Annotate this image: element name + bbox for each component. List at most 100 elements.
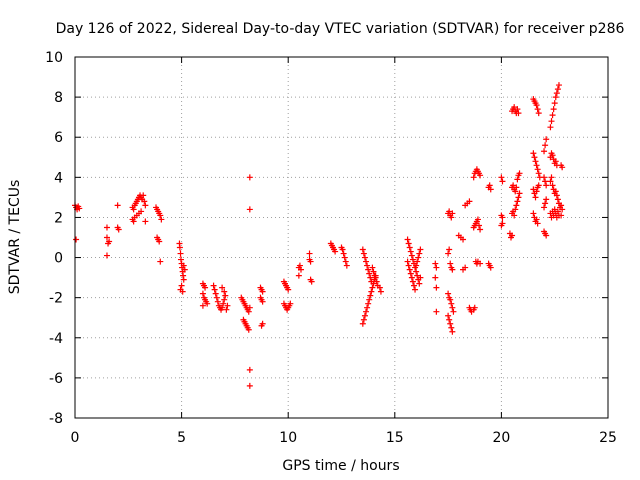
data-point [554, 196, 561, 203]
data-point [103, 234, 110, 241]
data-point [487, 186, 494, 193]
data-point [554, 86, 561, 93]
data-point [432, 274, 439, 281]
data-point [404, 258, 411, 265]
data-point [474, 216, 481, 223]
data-point [432, 260, 439, 267]
data-point [246, 382, 253, 389]
data-point [130, 206, 137, 213]
data-point [408, 252, 415, 259]
data-point [366, 270, 373, 277]
data-point [366, 296, 373, 303]
data-point [178, 282, 185, 289]
data-point [543, 232, 550, 239]
data-point [447, 320, 454, 327]
x-tick-label: 20 [492, 430, 510, 446]
data-point [515, 194, 522, 201]
data-point [368, 278, 375, 285]
data-point [245, 308, 252, 315]
data-point [445, 250, 452, 257]
data-point [212, 290, 219, 297]
data-point [246, 206, 253, 213]
data-point [416, 280, 423, 287]
data-point [142, 202, 149, 209]
data-point [308, 278, 315, 285]
data-point [359, 320, 366, 327]
data-point [259, 298, 266, 305]
data-point [361, 254, 368, 261]
data-point [541, 204, 548, 211]
data-point [211, 286, 218, 293]
data-point [376, 284, 383, 291]
data-point [559, 164, 566, 171]
data-point [176, 244, 183, 251]
data-point [296, 262, 303, 269]
y-axis-title: SDTVAR / TECUs [7, 180, 23, 295]
data-point [471, 304, 478, 311]
data-point [553, 192, 560, 199]
data-point [370, 268, 377, 275]
data-point [202, 284, 209, 291]
y-tick-label: -8 [49, 411, 63, 427]
data-point [259, 288, 266, 295]
data-point [332, 248, 339, 255]
data-point [130, 218, 137, 225]
data-point [447, 296, 454, 303]
data-point [307, 258, 314, 265]
data-point [542, 200, 549, 207]
data-point [433, 264, 440, 271]
data-point [433, 284, 440, 291]
data-point [114, 202, 121, 209]
data-point [551, 100, 558, 107]
data-point [548, 118, 555, 125]
data-point [367, 274, 374, 281]
data-point [340, 250, 347, 257]
data-point [414, 258, 421, 265]
data-point [449, 210, 456, 217]
data-point [513, 202, 520, 209]
data-point [516, 170, 523, 177]
data-point [476, 222, 483, 229]
data-point [406, 244, 413, 251]
data-point [417, 274, 424, 281]
data-point [220, 300, 227, 307]
x-tick-label: 5 [177, 430, 186, 446]
data-point [364, 304, 371, 311]
data-point [553, 90, 560, 97]
data-point [180, 262, 187, 269]
y-tick-label: -2 [49, 291, 63, 307]
data-point [76, 205, 83, 212]
data-point [415, 254, 422, 261]
data-point [534, 220, 541, 227]
data-point [73, 236, 80, 243]
data-point [547, 124, 554, 131]
x-tick-label: 15 [386, 430, 404, 446]
data-point [367, 292, 374, 299]
data-point [552, 188, 559, 195]
data-point [368, 288, 375, 295]
data-point [542, 142, 549, 149]
x-axis-title: GPS time / hours [282, 458, 399, 474]
y-tick-label: -4 [49, 331, 63, 347]
data-point [413, 262, 420, 269]
data-point [157, 258, 164, 265]
data-point [514, 198, 521, 205]
data-point [115, 226, 122, 233]
data-points [72, 82, 566, 389]
data-point [365, 266, 372, 273]
data-point [433, 308, 440, 315]
data-point [477, 226, 484, 233]
data-point [531, 154, 538, 161]
data-point [448, 324, 455, 331]
data-point [533, 162, 540, 169]
data-point [559, 206, 566, 213]
data-point [138, 208, 145, 215]
data-point [157, 212, 164, 219]
data-point [219, 304, 226, 311]
data-point [360, 250, 367, 257]
data-point [449, 304, 456, 311]
data-point [407, 270, 414, 277]
data-point [499, 178, 506, 185]
data-point [363, 258, 370, 265]
